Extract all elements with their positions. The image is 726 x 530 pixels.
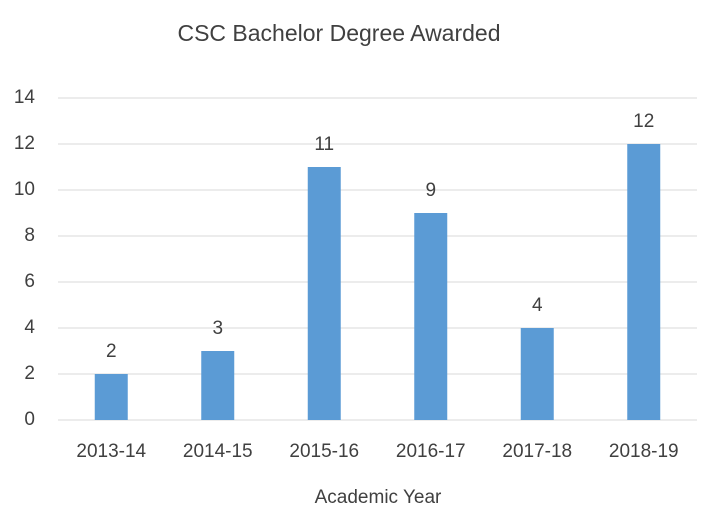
x-tick-label: 2014-15 xyxy=(183,441,253,462)
bar xyxy=(307,167,341,420)
bar xyxy=(414,213,448,420)
x-tick-label: 2013-14 xyxy=(76,441,146,462)
y-tick-label: 12 xyxy=(14,133,35,154)
data-label: 4 xyxy=(532,295,543,316)
y-tick-label: 2 xyxy=(24,363,35,384)
y-tick-label: 14 xyxy=(14,87,36,108)
bar xyxy=(201,351,235,420)
y-tick-label: 4 xyxy=(24,317,35,338)
bar xyxy=(627,144,661,420)
y-tick-label: 6 xyxy=(24,271,35,292)
y-tick-label: 0 xyxy=(24,409,35,430)
x-tick-label: 2016-17 xyxy=(396,441,466,462)
data-label: 12 xyxy=(633,111,654,132)
x-tick-label: 2018-19 xyxy=(609,441,679,462)
x-axis-label: Academic Year xyxy=(315,487,442,508)
y-tick-label: 8 xyxy=(24,225,35,246)
x-tick-label: 2017-18 xyxy=(502,441,572,462)
chart-title: CSC Bachelor Degree Awarded xyxy=(177,20,500,46)
data-label: 2 xyxy=(106,341,117,362)
bar xyxy=(520,328,554,420)
data-label: 9 xyxy=(425,180,436,201)
y-tick-label: 10 xyxy=(14,179,35,200)
x-tick-label: 2015-16 xyxy=(289,441,359,462)
bar xyxy=(94,374,128,420)
data-label: 3 xyxy=(212,318,223,339)
data-label: 11 xyxy=(314,134,334,155)
